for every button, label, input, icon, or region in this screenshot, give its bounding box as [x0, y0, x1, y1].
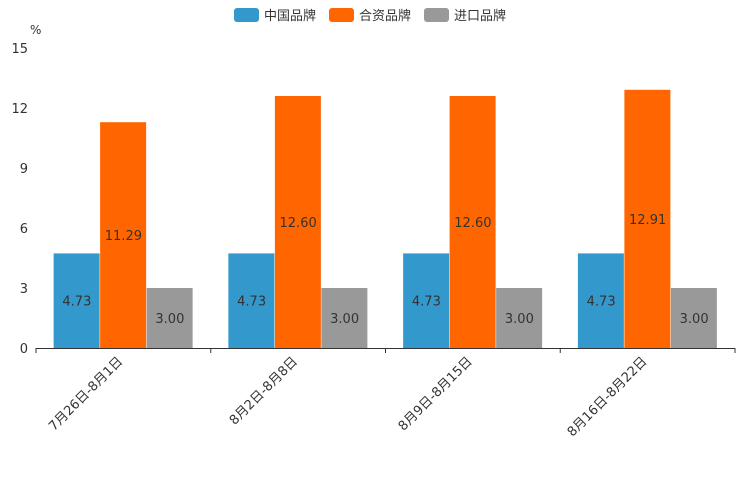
y-tick-label: 0 — [20, 342, 28, 357]
bar[interactable] — [670, 288, 717, 348]
y-tick-label: 15 — [11, 42, 28, 57]
data-label: 3.00 — [505, 312, 534, 327]
bar[interactable] — [100, 122, 147, 348]
data-label: 4.73 — [587, 295, 616, 310]
data-label: 4.73 — [412, 295, 441, 310]
bar[interactable] — [228, 253, 275, 348]
legend-label-1[interactable]: 中国品牌 — [264, 8, 316, 24]
bar[interactable] — [403, 253, 450, 348]
y-tick-label: 9 — [20, 162, 28, 177]
x-tick-label: 8月2日-8月8日 — [227, 354, 301, 428]
bar[interactable] — [274, 96, 321, 348]
x-axis: 7月26日-8月1日 8月2日-8月8日 8月9日-8月15日 8月16日-8月22日 — [35, 348, 736, 440]
bar[interactable] — [624, 89, 671, 349]
legend-swatch-3[interactable] — [424, 8, 449, 22]
data-label: 3.00 — [680, 312, 709, 327]
bar[interactable] — [449, 96, 496, 348]
data-label: 12.91 — [629, 213, 666, 228]
legend-label-3[interactable]: 进口品牌 — [454, 8, 506, 24]
y-axis: 0 3 6 9 12 15 — [11, 42, 28, 357]
data-label: 11.29 — [105, 229, 142, 244]
x-tick-label: 8月9日-8月15日 — [396, 354, 476, 434]
data-label: 3.00 — [330, 312, 359, 327]
x-tick-label: 8月16日-8月22日 — [565, 354, 651, 440]
y-unit-label: % — [30, 23, 41, 37]
legend-swatch-2[interactable] — [329, 8, 354, 22]
data-label: 3.00 — [155, 312, 184, 327]
y-tick-label: 3 — [20, 282, 28, 297]
bar[interactable] — [496, 288, 543, 348]
bar[interactable] — [577, 253, 624, 348]
bar[interactable] — [146, 288, 193, 348]
bars: 4.73 11.29 3.00 4.73 12.60 3.00 4.73 12.60 3.00 4… — [53, 89, 717, 349]
x-tick-label: 7月26日-8月1日 — [46, 354, 126, 434]
data-label: 12.60 — [454, 216, 491, 231]
data-label: 12.60 — [280, 216, 317, 231]
y-tick-label: 6 — [20, 222, 28, 237]
legend-label-2[interactable]: 合资品牌 — [359, 8, 411, 24]
data-label: 4.73 — [62, 295, 91, 310]
legend: 中国品牌 合资品牌 进口品牌 — [234, 8, 506, 24]
y-tick-label: 12 — [11, 102, 28, 117]
bar[interactable] — [53, 253, 100, 348]
legend-swatch-1[interactable] — [234, 8, 259, 22]
bar[interactable] — [321, 288, 368, 348]
data-label: 4.73 — [237, 295, 266, 310]
